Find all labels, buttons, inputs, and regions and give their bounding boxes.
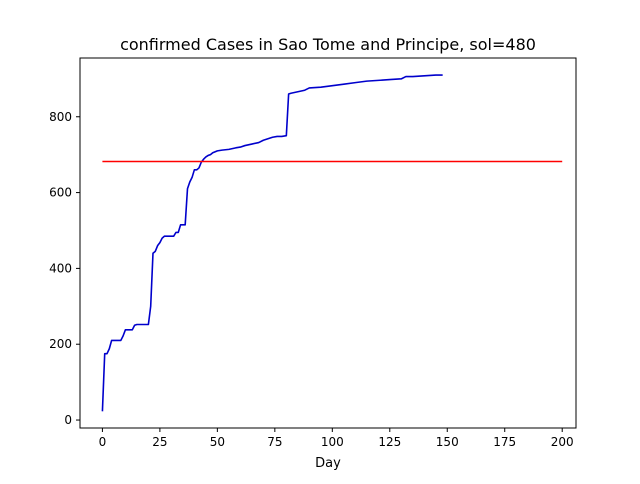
x-tick-label: 50 (210, 435, 225, 449)
x-tick-label: 0 (99, 435, 107, 449)
axes-layer: 0 25 50 75 100 125 150 175 200 0 200 400 600 800 (49, 57, 577, 449)
x-tick-label: 125 (378, 435, 401, 449)
x-tick-label: 175 (493, 435, 516, 449)
chart-title: confirmed Cases in Sao Tome and Principe… (120, 35, 536, 54)
y-tick-label: 0 (64, 413, 72, 427)
x-tick-label: 75 (267, 435, 282, 449)
y-tick-label: 800 (49, 110, 72, 124)
x-tick-label: 25 (152, 435, 167, 449)
series-layer (101, 74, 563, 412)
x-axis-label: Day (315, 456, 341, 471)
x-tick-label: 150 (436, 435, 459, 449)
plot-frame (79, 57, 577, 429)
y-tick-label: 400 (49, 261, 72, 275)
x-tick-label: 200 (551, 435, 574, 449)
y-tick-label: 200 (49, 337, 72, 351)
x-tick-label: 100 (321, 435, 344, 449)
y-tick-label: 600 (49, 186, 72, 200)
series-line-0 (101, 74, 443, 412)
